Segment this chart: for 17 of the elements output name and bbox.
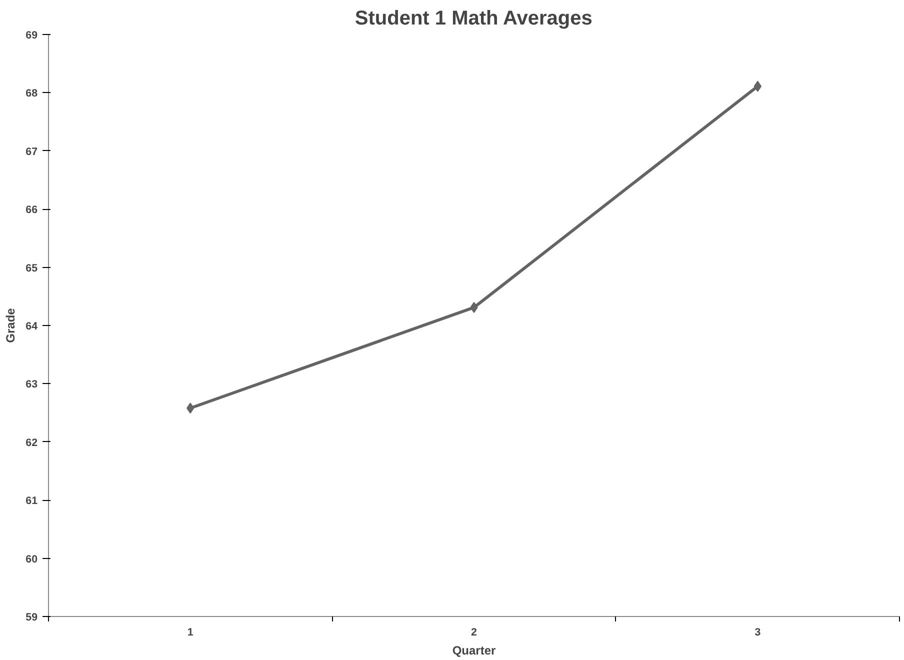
y-tick-label: 59 [26,612,38,624]
x-tick-label: 2 [471,626,478,638]
y-tick-label: 68 [26,88,38,100]
y-tick-label: 61 [26,495,38,508]
y-tick-label: 60 [26,553,38,566]
y-tick-label: 64 [26,320,38,332]
y-tick-label: 67 [26,146,38,158]
x-tick-label: 1 [187,626,194,638]
y-tick-label: 63 [26,378,38,391]
y-tick-label: 69 [26,30,38,42]
x-axis-title: Quarter [452,644,496,658]
chart-title: Student 1 Math Averages [354,8,592,30]
x-tick-label: 3 [754,626,761,638]
y-tick-label: 66 [26,204,38,216]
y-tick-label: 62 [26,436,38,449]
y-tick-label: 65 [26,262,38,274]
y-axis-title: Grade [4,308,18,343]
